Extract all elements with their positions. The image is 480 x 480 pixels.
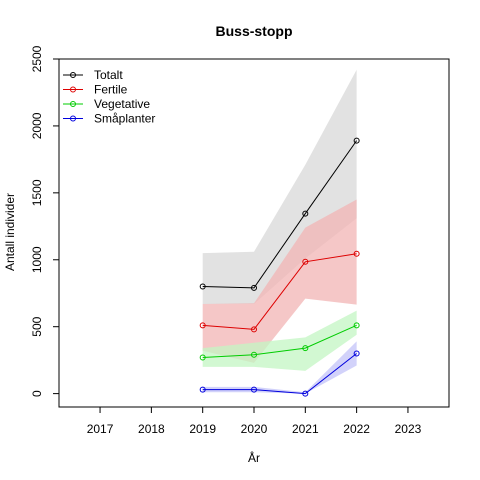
band-sm-planter [202, 341, 357, 394]
point-sm-planter [199, 386, 206, 393]
y-tick-label: 2000 [30, 112, 44, 139]
x-tick-label: 2023 [395, 422, 422, 436]
line-totalt [202, 140, 358, 289]
confidence-bands [202, 69, 357, 394]
point-vegetative [199, 354, 206, 361]
point-totalt [353, 137, 360, 144]
x-tick-label: 2019 [189, 422, 216, 436]
point-totalt [199, 283, 206, 290]
x-axis: 2017 2018 2019 2020 2021 2022 2023 [87, 407, 422, 436]
point-vegetative [251, 351, 257, 358]
line-vegetative [202, 324, 357, 358]
y-axis: 0 500 1000 1500 2000 2500 [30, 45, 59, 397]
x-tick-label: 2017 [87, 422, 114, 436]
legend-label-sm-planter: Småplanter [94, 112, 155, 126]
series-lines [202, 140, 358, 395]
x-tick-label: 2021 [292, 422, 319, 436]
legend-marker-totalt [70, 72, 76, 78]
x-tick-label: 2020 [241, 422, 268, 436]
point-totalt [302, 210, 309, 217]
point-fertile [199, 322, 206, 329]
y-tick-label: 2500 [30, 45, 44, 72]
series-points [199, 137, 360, 397]
point-totalt [251, 284, 257, 291]
point-vegetative [302, 345, 309, 352]
point-sm-planter [251, 386, 257, 393]
legend-label-fertile: Fertile [94, 83, 128, 97]
x-tick-label: 2018 [138, 422, 165, 436]
band-fertile [202, 199, 357, 363]
y-tick-label: 500 [30, 316, 44, 336]
y-tick-label: 1500 [30, 179, 44, 206]
y-tick-label: 0 [30, 390, 44, 397]
x-axis-label: År [248, 450, 260, 465]
legend-marker-fertile [70, 86, 76, 93]
chart-title: Buss-stopp [216, 23, 293, 39]
legend-label-totalt: Totalt [94, 68, 123, 82]
legend-marker-vegetative [70, 101, 76, 107]
x-tick-label: 2022 [343, 422, 370, 436]
point-vegetative [353, 322, 360, 329]
point-fertile [251, 326, 257, 333]
point-sm-planter [302, 390, 309, 397]
line-fertile [202, 253, 357, 330]
point-fertile [353, 250, 360, 257]
legend-marker-sm-planter [70, 115, 76, 122]
line-sm-planter [202, 353, 357, 395]
point-fertile [302, 258, 309, 265]
legend-label-vegetative: Vegetative [94, 97, 150, 111]
y-axis-label: Antall individer [3, 193, 17, 271]
point-sm-planter [353, 350, 360, 357]
y-tick-label: 1000 [30, 246, 44, 273]
